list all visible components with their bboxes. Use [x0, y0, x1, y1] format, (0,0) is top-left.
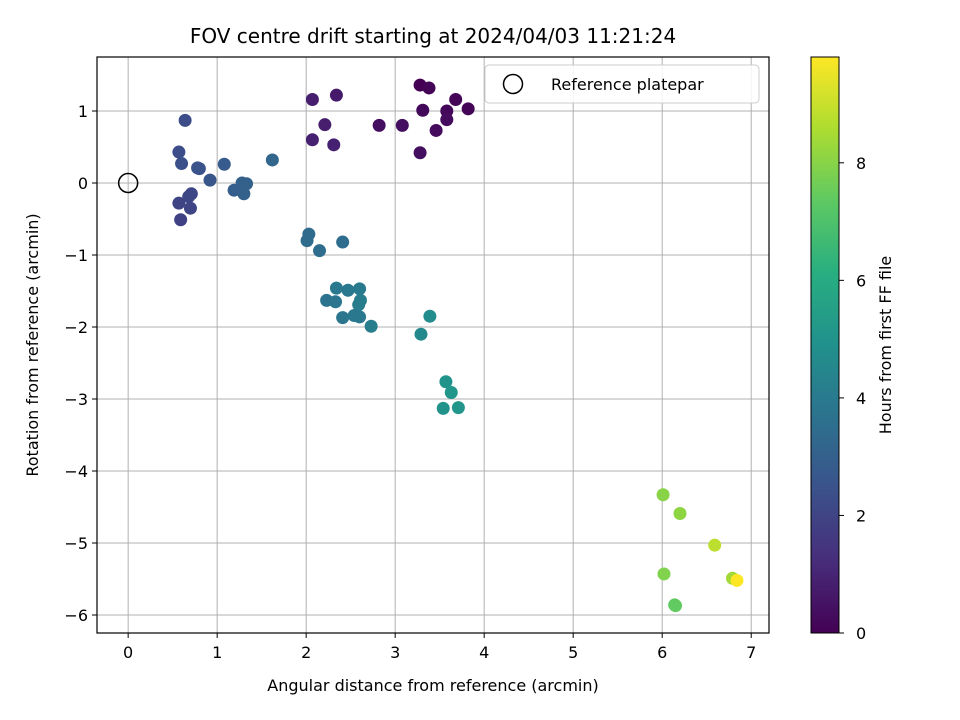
y-axis-ticks: −6 −5 −4 −3 −2 −1 0 1: [64, 102, 97, 625]
data-point: [175, 157, 189, 171]
data-point: [336, 311, 350, 325]
data-point: [353, 310, 367, 324]
plot-area: 0 1 2 3 4 5 6 7 −6 −5 −4 −3 −2 −1 0 1: [64, 56, 770, 662]
data-point: [440, 113, 454, 127]
y-tick-label: 1: [78, 102, 88, 121]
colorbar-tick-label: 6: [856, 271, 866, 290]
data-point: [183, 201, 197, 215]
colorbar-tick-label: 0: [856, 624, 866, 643]
data-point: [329, 295, 343, 309]
x-tick-label: 3: [390, 643, 400, 662]
x-tick-label: 0: [123, 643, 133, 662]
y-tick-label: −6: [64, 606, 88, 625]
data-point: [444, 386, 458, 400]
y-tick-label: −5: [64, 534, 88, 553]
colorbar-gradient: [810, 56, 840, 634]
y-tick-label: −1: [64, 246, 88, 265]
data-point: [423, 309, 437, 323]
data-point: [708, 538, 722, 552]
colorbar: 0 2 4 6 8 Hours from first FF file: [810, 56, 895, 643]
colorbar-tick-label: 8: [856, 154, 866, 173]
x-tick-label: 5: [568, 643, 578, 662]
data-point: [336, 235, 350, 249]
data-point: [305, 92, 319, 106]
data-point: [240, 177, 254, 191]
data-point: [192, 162, 206, 176]
data-point: [227, 183, 241, 197]
colorbar-ticks: 0 2 4 6 8: [839, 154, 866, 643]
data-point: [416, 103, 430, 117]
x-axis-ticks: 0 1 2 3 4 5 6 7: [123, 633, 756, 662]
data-point: [329, 88, 343, 102]
data-point: [669, 599, 683, 613]
data-point: [395, 118, 409, 132]
data-point: [203, 173, 217, 187]
data-point: [451, 401, 465, 415]
data-point: [730, 573, 744, 587]
data-point: [657, 567, 671, 581]
data-point: [352, 298, 366, 312]
data-point: [305, 133, 319, 147]
data-point: [364, 319, 378, 333]
data-point: [172, 196, 186, 210]
legend-box: [484, 64, 760, 104]
data-points: [172, 78, 744, 613]
data-point: [439, 375, 453, 389]
data-point: [217, 157, 231, 171]
data-point: [422, 81, 436, 95]
data-point: [436, 401, 450, 415]
colorbar-tick-label: 2: [856, 506, 866, 525]
y-tick-label: 0: [78, 174, 88, 193]
chart-title: FOV centre drift starting at 2024/04/03 …: [190, 24, 676, 48]
x-axis-label: Angular distance from reference (arcmin): [267, 676, 598, 695]
x-tick-label: 6: [657, 643, 667, 662]
plot-frame: [96, 56, 770, 634]
data-point: [327, 138, 341, 152]
data-point: [237, 187, 251, 201]
reference-platepar-marker: [117, 172, 139, 194]
x-tick-label: 4: [479, 643, 489, 662]
colorbar-label: Hours from first FF file: [876, 256, 895, 435]
data-point: [414, 327, 428, 341]
y-tick-label: −3: [64, 390, 88, 409]
data-point: [313, 244, 327, 258]
data-point: [182, 190, 196, 204]
legend: Reference platepar: [484, 64, 760, 104]
data-point: [300, 234, 314, 248]
y-axis-label: Rotation from reference (arcmin): [23, 213, 42, 476]
data-point: [413, 146, 427, 160]
data-point: [656, 488, 670, 502]
data-point: [329, 281, 343, 295]
legend-entry: Reference platepar: [551, 75, 704, 94]
grid: [97, 57, 769, 633]
data-point: [318, 118, 332, 132]
y-tick-label: −2: [64, 318, 88, 337]
data-point: [174, 213, 188, 227]
data-point: [461, 102, 475, 116]
data-point: [449, 92, 463, 106]
data-point: [429, 123, 443, 137]
x-tick-label: 1: [212, 643, 222, 662]
data-point: [172, 145, 186, 159]
colorbar-tick-label: 4: [856, 389, 866, 408]
data-point: [673, 506, 687, 520]
data-point: [353, 282, 367, 296]
legend-marker-icon: [502, 73, 524, 95]
data-point: [341, 283, 355, 297]
x-tick-label: 7: [746, 643, 756, 662]
y-tick-label: −4: [64, 462, 88, 481]
data-point: [265, 153, 279, 167]
data-point: [372, 118, 386, 132]
x-tick-label: 2: [301, 643, 311, 662]
data-point: [178, 113, 192, 127]
